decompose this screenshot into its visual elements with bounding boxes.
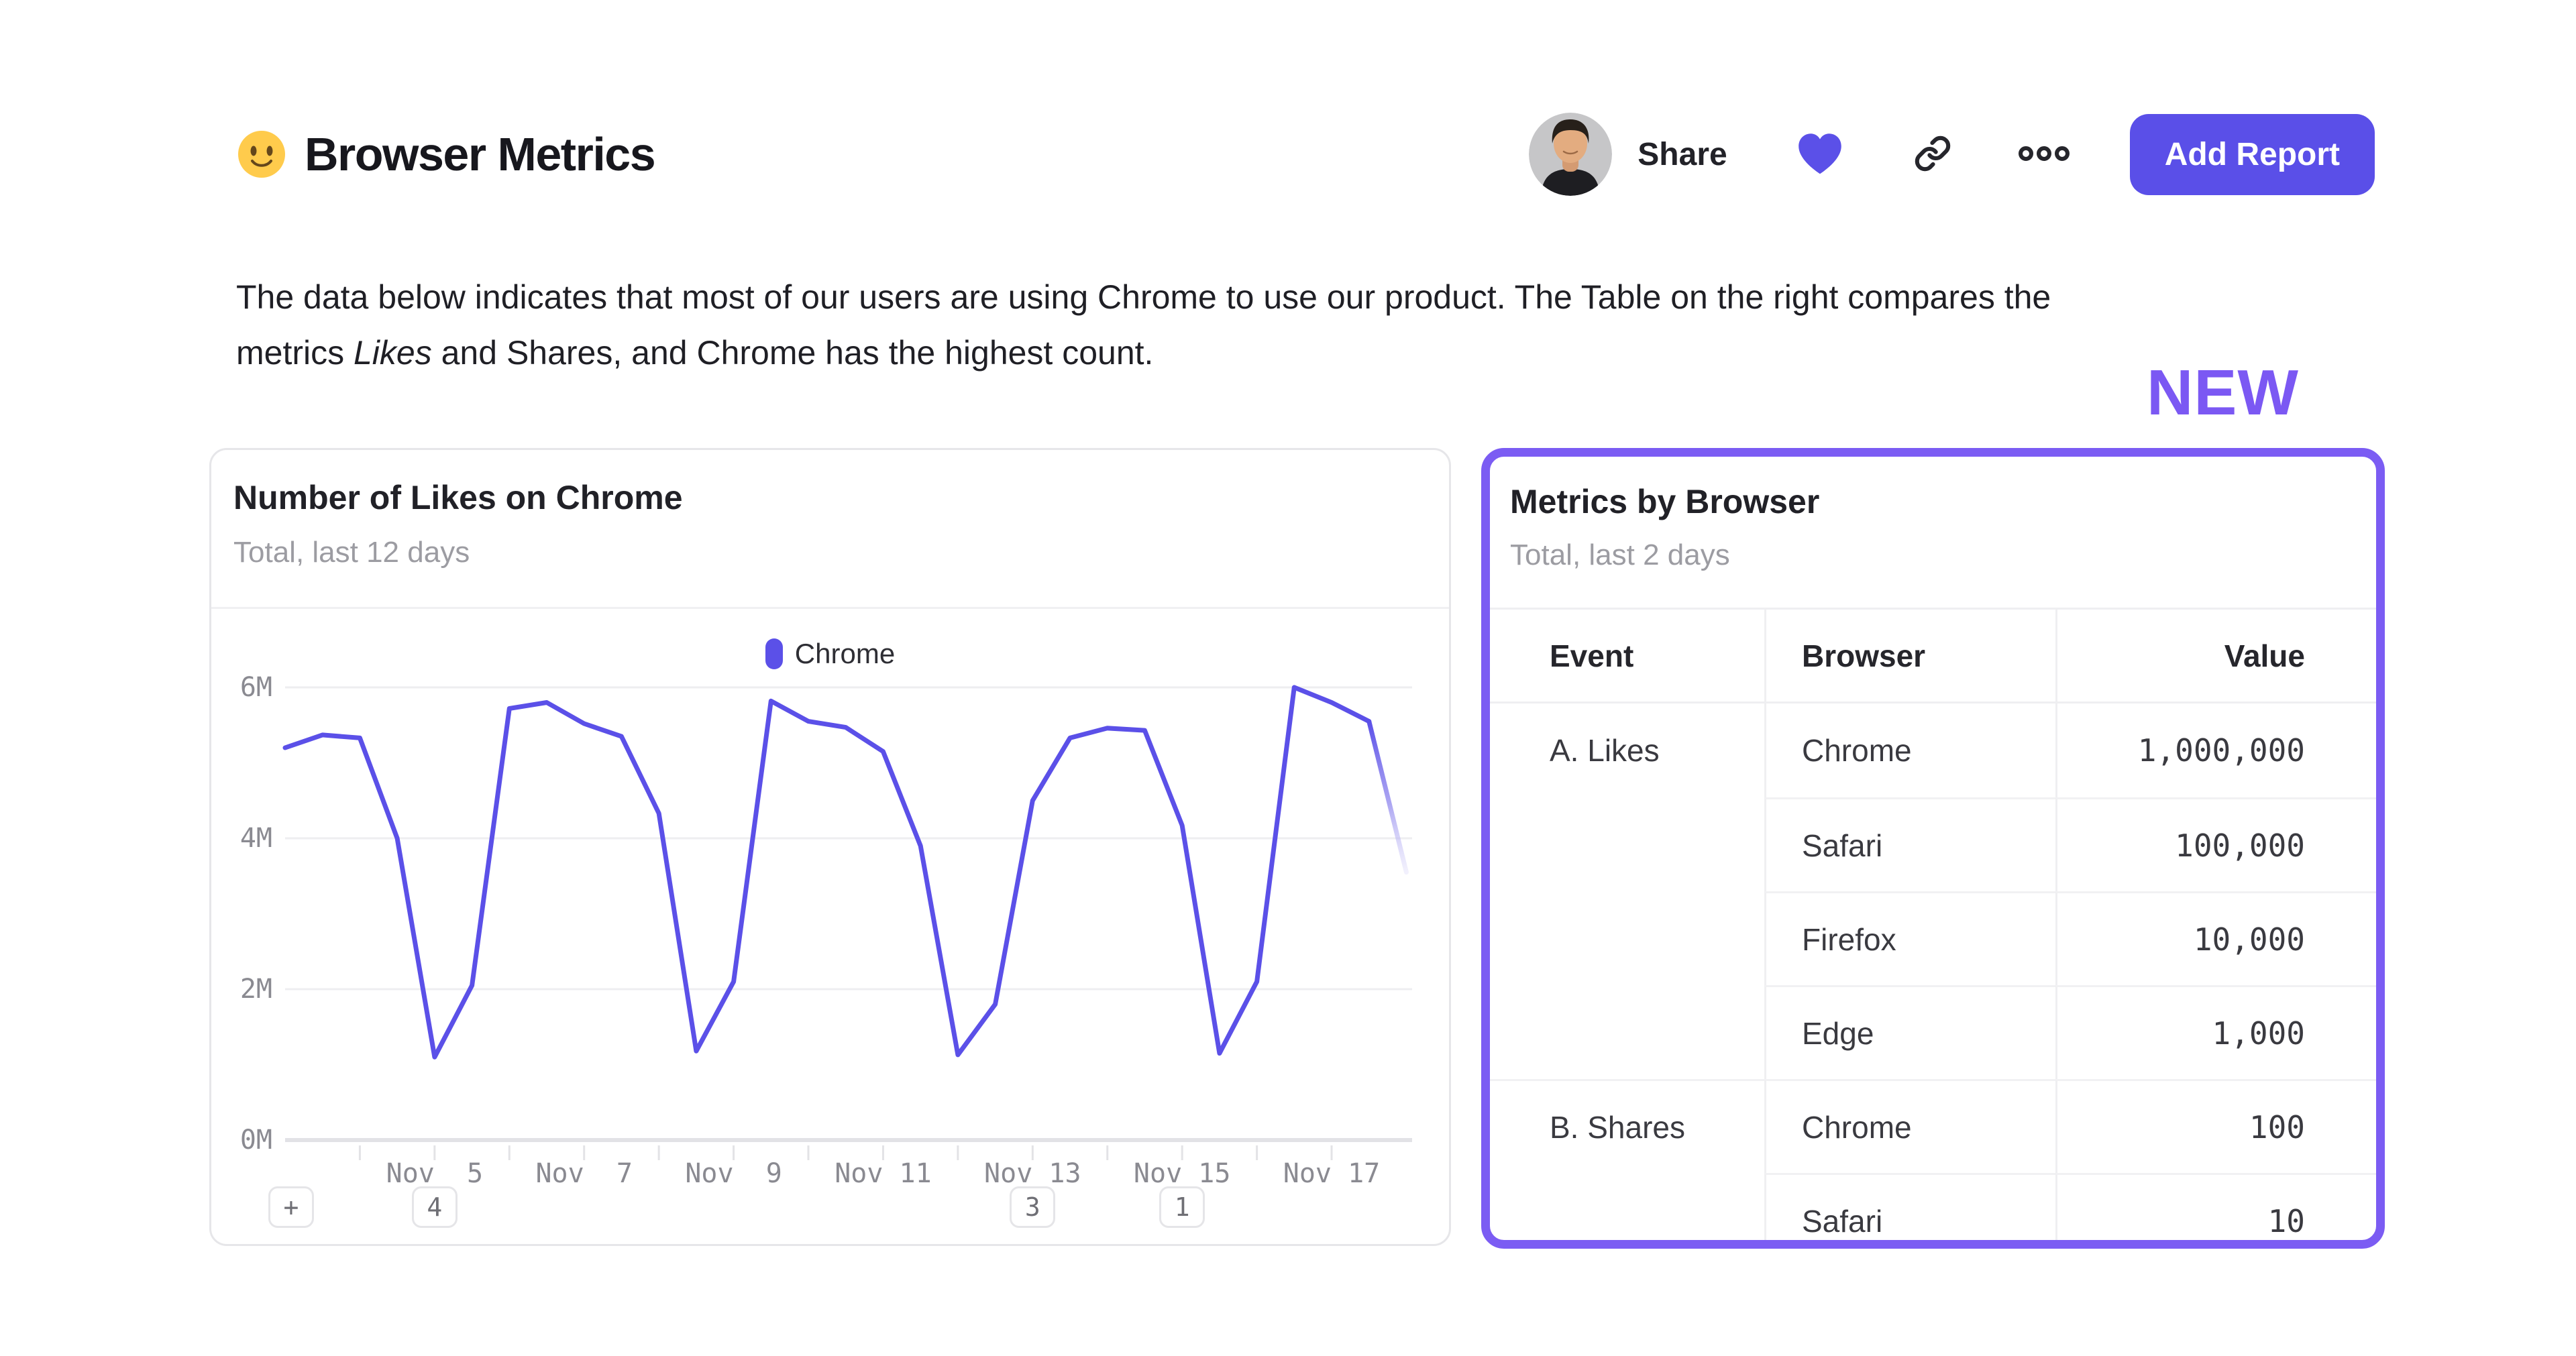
y-axis-label: 6M	[239, 672, 272, 703]
y-axis-label: 2M	[239, 974, 272, 1005]
annotation-badge[interactable]: 1	[1159, 1186, 1205, 1228]
y-axis-label: 0M	[239, 1125, 272, 1155]
browser-cell: Chrome	[1764, 703, 2055, 797]
y-axis-label: 4M	[239, 823, 272, 854]
metrics-table-card: Metrics by Browser Total, last 2 days Ev…	[1481, 448, 2385, 1249]
card-divider	[211, 607, 1449, 609]
table-card-title: Metrics by Browser	[1510, 483, 1820, 520]
column-header-browser: Browser	[1764, 610, 2055, 701]
chart-svg	[282, 685, 1412, 1160]
browser-cell: Safari	[1764, 797, 2055, 891]
add-annotation-button[interactable]: +	[268, 1186, 314, 1228]
legend-item-chrome[interactable]: Chrome	[211, 635, 1449, 673]
x-axis-label: Nov 9	[685, 1158, 782, 1189]
chart-card-subtitle: Total, last 12 days	[233, 536, 470, 569]
table-row: Safari 100,000	[1490, 797, 2376, 891]
chrome-line-series	[282, 685, 1372, 1060]
table-row: A. Likes Chrome 1,000,000	[1490, 703, 2376, 797]
x-axis-label: Nov 5	[386, 1158, 484, 1189]
chrome-line-series-faded-tail	[1366, 719, 1409, 875]
table-row: Safari 10	[1490, 1173, 2376, 1240]
copy-link-button[interactable]	[1914, 135, 1951, 174]
event-cell	[1490, 891, 1764, 985]
event-cell	[1490, 1173, 1764, 1240]
line-chart-plot-area[interactable]: 6M 4M 2M 0M Nov 5 Nov 7 Nov 9 Nov 11 Nov 13 Nov 1…	[211, 450, 1449, 1244]
description-likes-italic: Likes	[354, 334, 432, 372]
x-axis-label: Nov 11	[835, 1158, 932, 1189]
annotation-badge[interactable]: 3	[1010, 1186, 1056, 1228]
description-line1: The data below indicates that most of ou…	[236, 278, 2051, 316]
table-row: Edge 1,000	[1490, 985, 2376, 1079]
browser-cell: Edge	[1764, 985, 2055, 1079]
favorite-heart-button[interactable]	[1796, 132, 1844, 177]
event-cell: B. Shares	[1490, 1079, 1764, 1173]
table-row: Firefox 10,000	[1490, 891, 2376, 985]
annotation-badge[interactable]: 4	[411, 1186, 458, 1228]
event-cell	[1490, 797, 1764, 891]
value-cell: 1,000,000	[2055, 703, 2376, 797]
link-icon	[1914, 135, 1951, 174]
page-title: Browser Metrics	[305, 128, 656, 180]
three-dots-icon	[2018, 145, 2070, 164]
report-header: Browser Metrics	[236, 121, 656, 188]
value-cell: 10,000	[2055, 891, 2376, 985]
column-header-event: Event	[1550, 638, 1634, 673]
description-line2-pre: metrics	[236, 334, 354, 372]
browser-cell: Safari	[1764, 1173, 2055, 1240]
header-actions: Share Add Report	[1529, 113, 2375, 196]
browser-cell: Chrome	[1764, 1079, 2055, 1173]
value-cell: 1,000	[2055, 985, 2376, 1079]
table-card-subtitle: Total, last 2 days	[1510, 539, 1730, 571]
x-axis-label: Nov 17	[1283, 1158, 1381, 1189]
table-row: B. Shares Chrome 100	[1490, 1079, 2376, 1173]
description-line2-post: and Shares, and Chrome has the highest c…	[431, 334, 1154, 372]
description-text: The data below indicates that most of ou…	[236, 270, 2450, 381]
event-cell	[1490, 985, 1764, 1079]
value-cell: 100	[2055, 1079, 2376, 1173]
chart-card: Number of Likes on Chrome Total, last 12…	[209, 448, 1451, 1246]
more-options-button[interactable]	[2018, 145, 2070, 164]
browser-cell: Firefox	[1764, 891, 2055, 985]
x-axis-label: Nov 15	[1133, 1158, 1231, 1189]
add-report-button[interactable]: Add Report	[2129, 113, 2375, 195]
metrics-table: Event Browser Value A. Likes Chrome 1,000,000…	[1490, 608, 2376, 1240]
column-header-value: Value	[2055, 610, 2376, 701]
x-axis-label: Nov 13	[984, 1158, 1081, 1189]
value-cell: 100,000	[2055, 797, 2376, 891]
chart-card-title: Number of Likes on Chrome	[233, 479, 683, 516]
share-button[interactable]: Share	[1638, 136, 1727, 172]
event-cell: A. Likes	[1550, 733, 1660, 768]
value-cell: 10	[2055, 1173, 2376, 1240]
table-header-row: Event Browser Value	[1490, 610, 2376, 703]
legend-label: Chrome	[794, 638, 896, 669]
smiley-emoji-icon	[236, 129, 287, 180]
legend-swatch	[765, 638, 783, 669]
new-badge: NEW	[2147, 357, 2299, 429]
x-axis-label: Nov 7	[535, 1158, 633, 1189]
avatar[interactable]	[1529, 113, 1613, 196]
heart-icon	[1796, 132, 1844, 177]
